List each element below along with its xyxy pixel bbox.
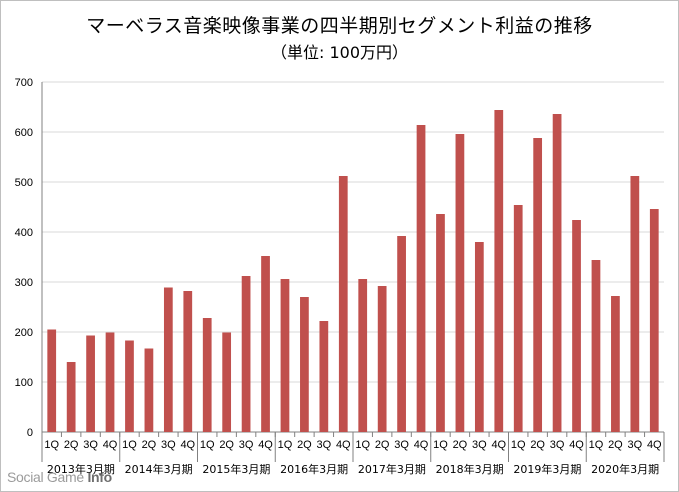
x-tick-label: 1Q	[589, 439, 604, 451]
y-tick-label: 400	[15, 227, 33, 239]
bar	[105, 332, 115, 432]
bar	[552, 114, 562, 432]
bar	[66, 362, 76, 432]
bar	[572, 220, 581, 432]
group-label: 2014年3月期	[125, 462, 193, 476]
x-tick-label: 3Q	[161, 439, 176, 451]
x-tick-label: 2Q	[219, 439, 234, 451]
bar	[280, 279, 290, 432]
y-tick-label: 500	[15, 177, 33, 189]
x-tick-label: 2Q	[530, 439, 545, 451]
bar	[241, 276, 251, 432]
bar	[630, 176, 640, 432]
group-label: 2016年3月期	[280, 462, 348, 476]
x-tick-label: 1Q	[433, 439, 448, 451]
x-tick-label: 1Q	[200, 439, 215, 451]
x-tick-label: 3Q	[550, 439, 565, 451]
bar	[163, 287, 173, 432]
bar	[300, 297, 309, 432]
x-tick-label: 4Q	[569, 439, 584, 451]
x-tick-label: 2Q	[64, 439, 79, 451]
bar	[144, 348, 154, 432]
bar	[319, 321, 329, 432]
x-tick-label: 4Q	[491, 439, 506, 451]
x-tick-label: 4Q	[258, 439, 273, 451]
bar	[494, 110, 504, 432]
bar	[416, 125, 426, 432]
x-tick-label: 4Q	[103, 439, 118, 451]
x-tick-label: 3Q	[472, 439, 487, 451]
bar	[338, 176, 348, 432]
chart-title: マーベラス音楽映像事業の四半期別セグメント利益の推移	[86, 15, 593, 37]
y-tick-label: 200	[15, 327, 33, 339]
group-label: 2018年3月期	[436, 462, 504, 476]
watermark-text: Social Game	[7, 469, 88, 485]
group-label: 2019年3月期	[513, 462, 581, 476]
y-tick-label: 0	[27, 427, 33, 439]
watermark-text-bold: Info	[87, 469, 112, 485]
bar	[183, 291, 193, 432]
group-label: 2013年3月期	[47, 462, 115, 476]
x-tick-label: 1Q	[122, 439, 137, 451]
x-tick-label: 2Q	[297, 439, 312, 451]
x-tick-label: 1Q	[355, 439, 370, 451]
bar	[86, 335, 95, 432]
y-tick-label: 600	[15, 127, 33, 139]
bar	[591, 260, 601, 432]
bar	[436, 214, 445, 432]
y-tick-label: 300	[15, 277, 33, 289]
chart-subtitle: （単位: 100万円）	[270, 43, 409, 62]
x-tick-label: 3Q	[239, 439, 254, 451]
watermark-logo: Social Game Info	[7, 469, 112, 485]
x-tick-label: 2Q	[453, 439, 468, 451]
x-tick-label: 4Q	[180, 439, 195, 451]
x-tick-label: 4Q	[414, 439, 429, 451]
bar	[513, 205, 523, 432]
bar	[261, 256, 270, 432]
y-tick-label: 700	[15, 77, 33, 89]
x-tick-label: 3Q	[317, 439, 332, 451]
y-tick-label: 100	[15, 377, 33, 389]
x-tick-label: 4Q	[647, 439, 662, 451]
x-tick-label: 3Q	[394, 439, 409, 451]
x-tick-label: 2Q	[608, 439, 623, 451]
bar	[358, 279, 368, 432]
x-tick-label: 2Q	[375, 439, 390, 451]
x-tick-label: 1Q	[511, 439, 526, 451]
bar	[474, 242, 484, 432]
x-tick-label: 1Q	[278, 439, 293, 451]
bar	[455, 134, 465, 432]
bar	[202, 318, 212, 432]
bar	[222, 332, 232, 432]
bar	[533, 138, 543, 432]
bar	[377, 286, 387, 432]
x-tick-label: 3Q	[628, 439, 643, 451]
bar	[125, 340, 134, 432]
group-label: 2017年3月期	[358, 462, 426, 476]
bar	[47, 329, 57, 432]
x-tick-label: 4Q	[336, 439, 351, 451]
x-tick-label: 3Q	[83, 439, 98, 451]
x-tick-label: 1Q	[44, 439, 59, 451]
group-label: 2020年3月期	[591, 462, 659, 476]
bar	[397, 236, 406, 432]
x-tick-label: 2Q	[142, 439, 157, 451]
group-label: 2015年3月期	[202, 462, 270, 476]
bar	[611, 296, 620, 432]
bar	[649, 209, 659, 432]
